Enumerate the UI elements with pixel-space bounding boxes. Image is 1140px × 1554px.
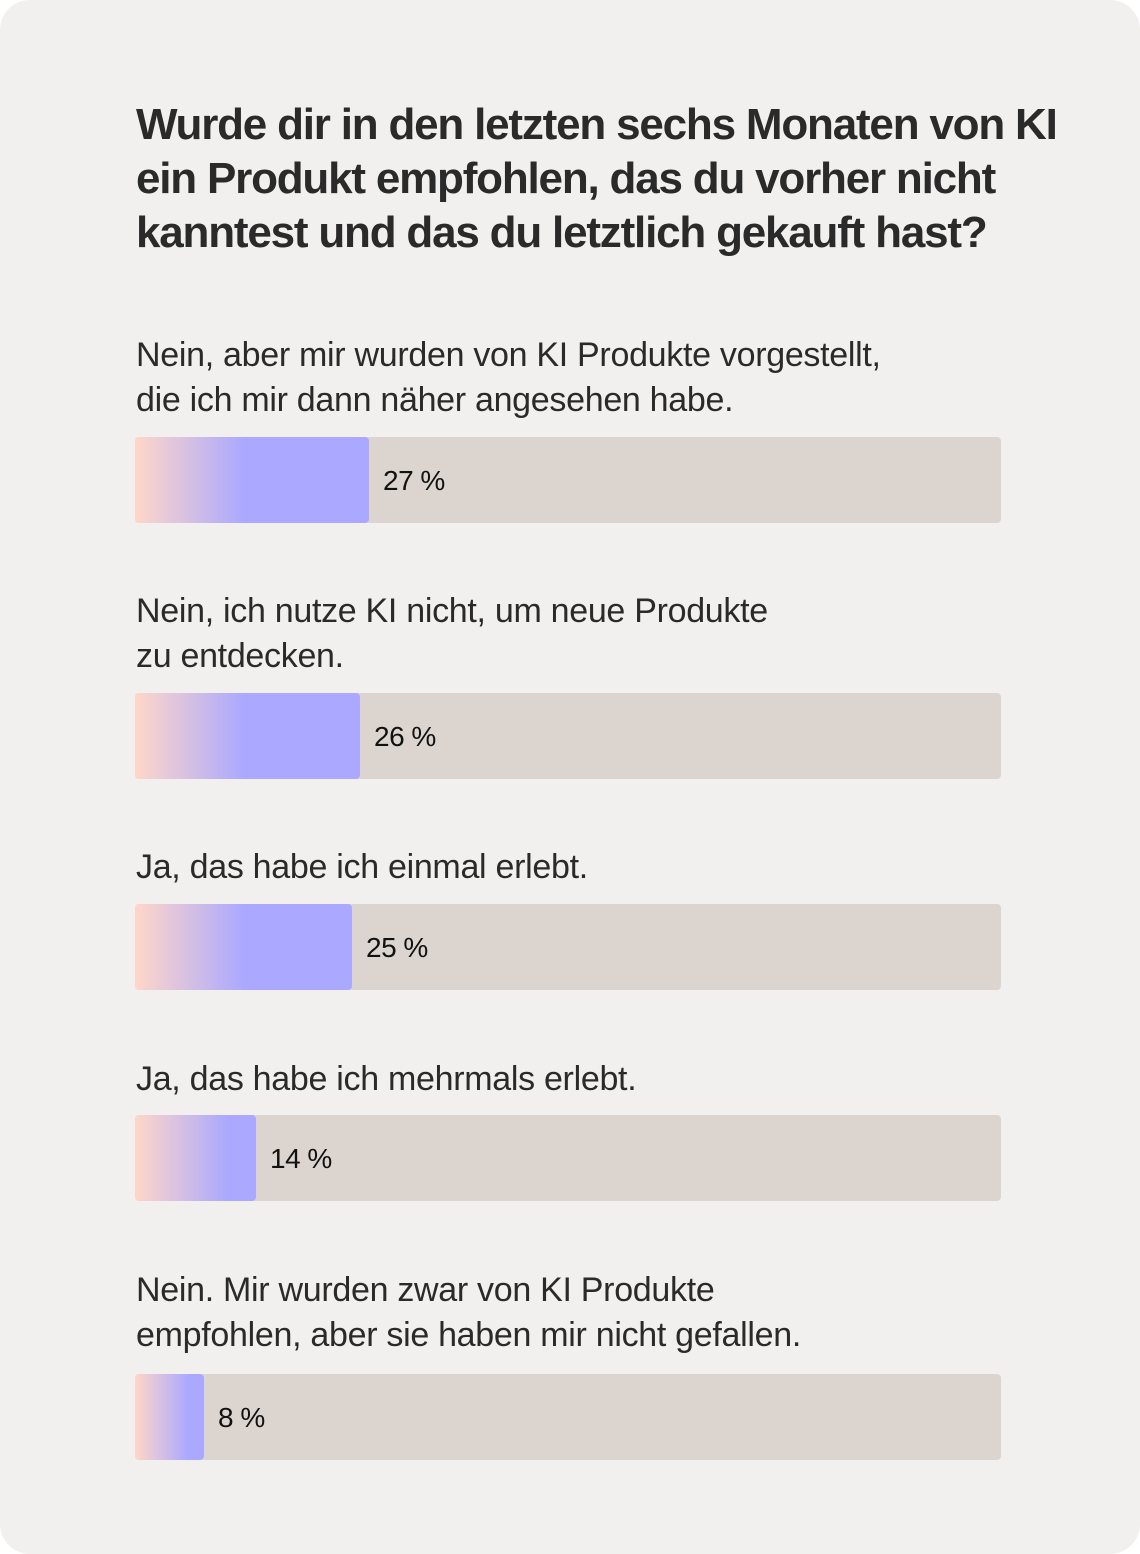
- answer-label: Ja, das habe ich einmal erlebt.: [136, 848, 588, 886]
- chart-title: Wurde dir in den letzten sechs Monaten v…: [136, 100, 1058, 257]
- bar-value-label: 8 %: [218, 1402, 265, 1433]
- answer-label: Nein, ich nutze KI nicht, um neue Produk…: [136, 592, 768, 675]
- bar-fill: [135, 904, 352, 990]
- bar-track: 27 %: [135, 437, 1001, 523]
- bar-fill: [135, 693, 360, 779]
- answer-label: Ja, das habe ich mehrmals erlebt.: [136, 1060, 637, 1098]
- bar-track: 26 %: [135, 693, 1001, 779]
- answer-label: Nein. Mir wurden zwar von KI Produkte em…: [136, 1271, 802, 1354]
- bar-value-label: 14 %: [270, 1143, 332, 1174]
- bar-track: 14 %: [135, 1115, 1001, 1201]
- bar-fill: [135, 1374, 204, 1460]
- bar-track: 25 %: [135, 904, 1001, 990]
- bar-fill: [135, 437, 369, 523]
- bar-value-label: 26 %: [374, 721, 436, 752]
- answer-label: Nein, aber mir wurden von KI Produkte vo…: [136, 336, 881, 419]
- bar-fill: [135, 1115, 256, 1201]
- bar-track: 8 %: [135, 1374, 1001, 1460]
- bar-value-label: 27 %: [383, 465, 445, 496]
- bar-value-label: 25 %: [366, 932, 428, 963]
